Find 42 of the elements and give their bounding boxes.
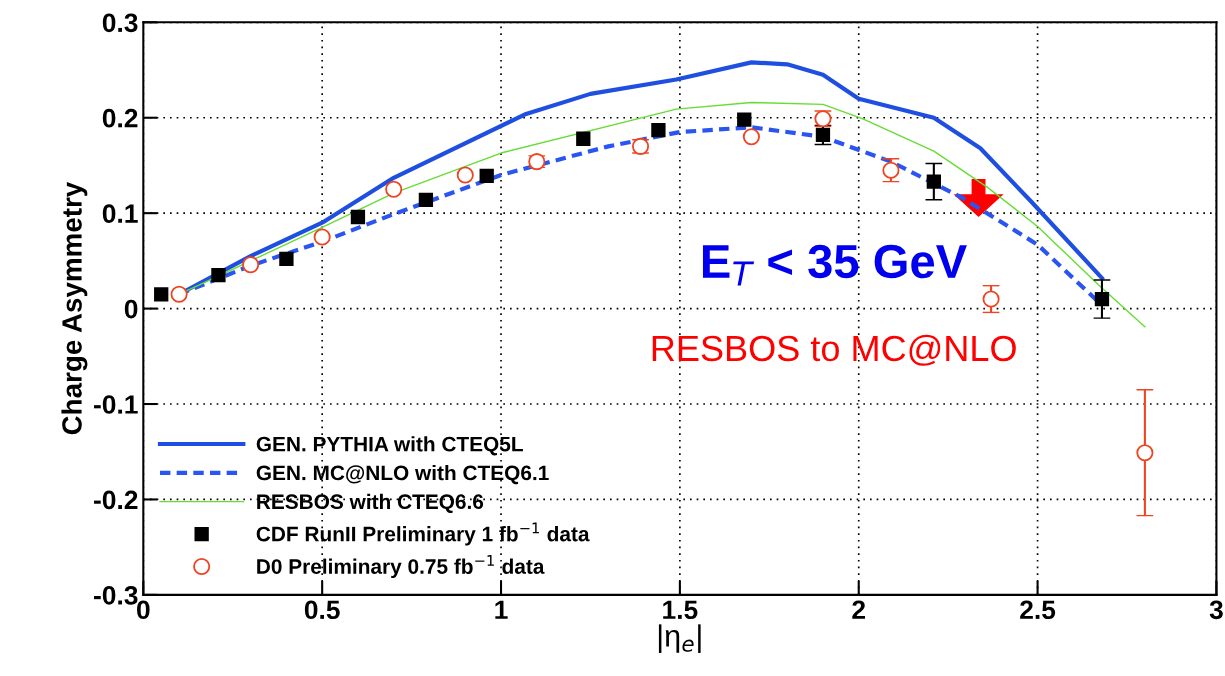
point (882, 161, 900, 179)
y-tick-label: 0.3 (102, 13, 138, 33)
point (982, 290, 1000, 308)
legend-label: RESBOS with CTEQ6.6 (257, 493, 484, 513)
point (313, 228, 331, 246)
y-tick-label: 0.2 (102, 108, 138, 128)
x-tick-label: 0.5 (304, 600, 340, 620)
x-tick-label: 3 (1209, 600, 1223, 620)
y-tick-label: 0.1 (102, 204, 138, 223)
y-tick-label: -0.3 (94, 586, 138, 605)
point (279, 251, 294, 267)
point (418, 192, 434, 207)
x-tick-label: 2 (852, 600, 866, 619)
x-axis-title: |η$_{e}$| (658, 624, 701, 653)
legend-label: GEN. PYTHIA with CTEQ5L (256, 436, 523, 456)
x-tick-label: 2.5 (1020, 600, 1056, 620)
point (154, 287, 169, 302)
legend-label: D0 Preliminary 0.75 fb$^{−1}$ data (257, 555, 545, 579)
point (350, 209, 366, 225)
legend-label: CDF RunII Preliminary 1 fb$^{−1}$ data (256, 522, 590, 546)
point (651, 122, 666, 138)
x-tick-label: 1 (495, 600, 508, 619)
annotation: RESBOS to MC@NLO (652, 334, 1016, 366)
point (737, 112, 752, 127)
y-tick-label: -0.2 (94, 490, 138, 510)
point (385, 180, 403, 198)
legend-label: GEN. MC@NLO with CTEQ6.1 (256, 465, 549, 485)
x-tick-label: 1.5 (663, 600, 698, 620)
point (242, 256, 260, 274)
point (1094, 291, 1110, 307)
point (1136, 444, 1154, 462)
point (456, 166, 474, 184)
y-tick-label: -0.1 (94, 395, 138, 414)
point (479, 168, 494, 184)
point (170, 285, 188, 303)
y-tick-label: 0 (124, 299, 138, 319)
y-axis-title: Charge Asymmetry (61, 181, 88, 435)
point (576, 131, 591, 146)
point (742, 128, 760, 146)
point (926, 174, 941, 189)
point (211, 268, 226, 283)
annotation: E$_{T}$ < 35 GeV (702, 244, 967, 286)
